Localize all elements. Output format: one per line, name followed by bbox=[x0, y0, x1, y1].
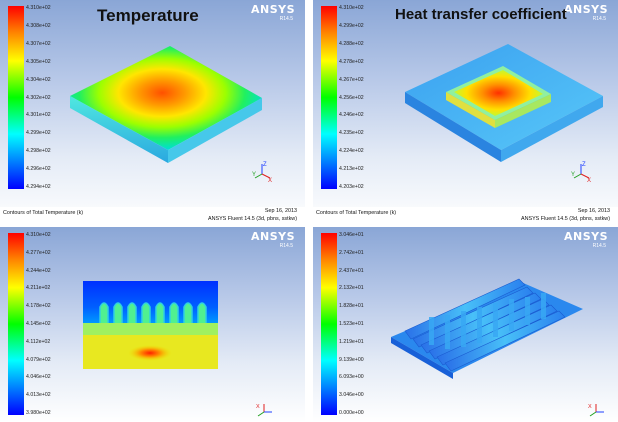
colorbar-tick-label: 3.046e+01 bbox=[339, 232, 364, 238]
colorbar-tick-label: 4.308e+02 bbox=[26, 22, 51, 29]
colorbar bbox=[8, 233, 24, 415]
colorbar-tick-label: 4.310e+02 bbox=[339, 5, 364, 11]
colorbar-tick-label: 4.211e+02 bbox=[26, 285, 51, 292]
ansys-logo: ANSYS bbox=[250, 230, 295, 243]
svg-text:X: X bbox=[268, 178, 272, 182]
colorbar-tick-label: 4.244e+02 bbox=[26, 267, 51, 274]
colorbar-tick-label: 2.437e+01 bbox=[339, 267, 364, 274]
colorbar-tick-label: 1.523e+01 bbox=[339, 321, 364, 327]
colorbar-tick-label: 4.278e+02 bbox=[339, 58, 364, 65]
colorbar-tick-label: 2.132e+01 bbox=[339, 285, 364, 292]
colorbar bbox=[321, 233, 337, 415]
ansys-version: R14.5 bbox=[592, 16, 606, 22]
colorbar-tick-label: 4.235e+02 bbox=[339, 130, 364, 137]
ansys-logo: ANSYS bbox=[563, 3, 608, 16]
temperature-plate-render bbox=[70, 46, 262, 163]
panel-temperature: 4.310e+02 4.308e+02 4.307e+02 4.305e+02 4.30… bbox=[0, 0, 305, 225]
contour-caption: Contours of Total Temperature (k) bbox=[316, 210, 397, 216]
colorbar-tick-label: 4.301e+02 bbox=[26, 112, 51, 119]
colorbar-tick-label: 1.828e+01 bbox=[339, 303, 364, 310]
svg-text:X: X bbox=[256, 404, 260, 410]
axis-triad-icon: X bbox=[586, 402, 606, 420]
svg-text:Z: Z bbox=[263, 162, 267, 168]
plot-footer: Contours of Total Temperature (k) Sep 16… bbox=[0, 207, 305, 225]
colorbar-tick-label: 4.277e+02 bbox=[26, 249, 51, 256]
colorbar-tick-label: 2.742e+01 bbox=[339, 249, 364, 256]
colorbar-tick-label: 4.178e+02 bbox=[26, 303, 51, 310]
svg-text:Y: Y bbox=[252, 172, 256, 178]
plot-date: Sep 16, 2013 bbox=[577, 208, 610, 214]
plot-footer: Contours of Total Temperature (k) Sep 16… bbox=[313, 207, 618, 225]
ansys-logo: ANSYS bbox=[563, 230, 608, 243]
svg-text:Z: Z bbox=[582, 162, 586, 168]
colorbar-tick-label: 4.112e+02 bbox=[26, 338, 51, 345]
finned-heat-sink-render bbox=[391, 278, 583, 379]
colorbar-tick-label: 4.296e+02 bbox=[26, 166, 51, 173]
colorbar-tick-label: 4.299e+02 bbox=[26, 130, 51, 137]
colorbar-tick-label: 4.246e+02 bbox=[339, 112, 364, 119]
colorbar-tick-label: 4.304e+02 bbox=[26, 76, 51, 83]
colorbar-tick-label: 3.980e+02 bbox=[26, 410, 51, 416]
colorbar-tick-label: 4.267e+02 bbox=[339, 76, 364, 83]
colorbar bbox=[321, 6, 337, 189]
svg-text:X: X bbox=[588, 404, 592, 410]
axis-triad-icon: Z Y X bbox=[571, 160, 593, 182]
solver-info: ANSYS Fluent 14.5 (3d, pbns, sstkw) bbox=[208, 216, 297, 222]
ansys-logo: ANSYS bbox=[250, 3, 295, 16]
contour-caption: Contours of Total Temperature (k) bbox=[3, 210, 84, 216]
panel-title: Temperature bbox=[97, 6, 199, 25]
colorbar-tick-label: 9.139e+00 bbox=[339, 356, 364, 363]
colorbar-tick-label: 4.298e+02 bbox=[26, 148, 51, 155]
panel-finned-heat-sink: 3.046e+01 2.742e+01 2.437e+01 2.132e+01 1.82… bbox=[313, 227, 618, 422]
colorbar-tick-label: 4.310e+02 bbox=[26, 5, 51, 11]
colorbar-tick-label: 4.046e+02 bbox=[26, 374, 51, 381]
colorbar-tick-label: 4.302e+02 bbox=[26, 94, 51, 101]
colorbar-tick-label: 4.288e+02 bbox=[339, 40, 364, 47]
panel-title: Heat transfer coefficient bbox=[395, 6, 567, 23]
colorbar-tick-label: 4.294e+02 bbox=[26, 184, 51, 190]
heat-transfer-plate-render bbox=[405, 44, 603, 162]
svg-text:Y: Y bbox=[571, 172, 575, 178]
solver-info: ANSYS Fluent 14.5 (3d, pbns, sstkw) bbox=[521, 216, 610, 222]
colorbar-tick-label: 4.079e+02 bbox=[26, 356, 51, 363]
colorbar-tick-label: 1.219e+01 bbox=[339, 338, 364, 345]
colorbar-tick-label: 4.213e+02 bbox=[339, 166, 364, 173]
ansys-version: R14.5 bbox=[279, 16, 293, 22]
ansys-version: R14.5 bbox=[592, 243, 606, 249]
colorbar-tick-label: 6.093e+00 bbox=[339, 374, 364, 381]
colorbar-tick-label: 0.000e+00 bbox=[339, 410, 364, 416]
plot-date: Sep 16, 2013 bbox=[264, 208, 297, 214]
colorbar-tick-label: 4.203e+02 bbox=[339, 184, 364, 190]
panel-heat-transfer-coefficient: 4.310e+02 4.299e+02 4.288e+02 4.278e+02 4.26… bbox=[313, 0, 618, 225]
axis-triad-icon: Z Y X bbox=[252, 160, 274, 182]
colorbar-tick-label: 4.307e+02 bbox=[26, 40, 51, 47]
colorbar-tick-label: 4.310e+02 bbox=[26, 232, 51, 238]
colorbar-tick-label: 4.145e+02 bbox=[26, 321, 51, 327]
colorbar-tick-label: 4.013e+02 bbox=[26, 392, 51, 399]
axis-triad-icon: X bbox=[254, 402, 274, 420]
colorbar-tick-label: 4.256e+02 bbox=[339, 94, 364, 101]
ansys-version: R14.5 bbox=[279, 243, 293, 249]
colorbar-tick-label: 4.305e+02 bbox=[26, 58, 51, 65]
colorbar-tick-label: 3.046e+00 bbox=[339, 392, 364, 399]
colorbar-tick-label: 4.224e+02 bbox=[339, 148, 364, 155]
svg-text:X: X bbox=[587, 178, 591, 182]
colorbar-tick-label: 4.299e+02 bbox=[339, 22, 364, 29]
colorbar bbox=[8, 6, 24, 189]
panel-cross-section-temperature: 4.310e+02 4.277e+02 4.244e+02 4.211e+02 4.17… bbox=[0, 227, 305, 422]
cross-section-render bbox=[83, 281, 218, 369]
